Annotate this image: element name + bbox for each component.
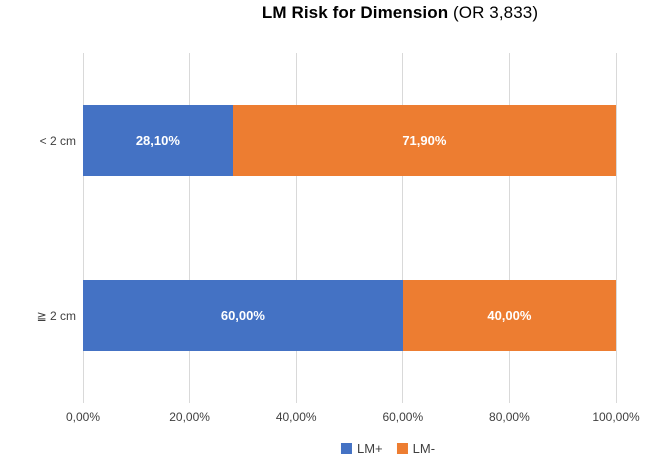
gridline (402, 53, 404, 403)
category-label: < 2 cm (39, 133, 76, 148)
chart-title-suffix: (OR 3,833) (448, 3, 539, 22)
legend-swatch-icon (340, 443, 352, 454)
legend-item-LM-: LM- (396, 441, 436, 456)
gridline (189, 53, 191, 403)
category-label: ≧ 2 cm (36, 308, 76, 323)
x-axis-tick-label: 100,00% (592, 410, 640, 424)
data-label: 60,00% (220, 308, 265, 323)
x-axis-tick-label: 20,00% (169, 410, 210, 424)
legend-label: LM- (412, 441, 436, 456)
legend-swatch-icon (396, 443, 408, 454)
gridline (295, 53, 297, 403)
x-axis-tick-label: 80,00% (489, 410, 530, 424)
legend-label: LM+ (356, 441, 383, 456)
legend: LM+ LM- (340, 441, 436, 456)
bar-segment-LM-: 40,00% (402, 280, 616, 351)
bar-row: 60,00% 40,00% (83, 280, 616, 351)
bar-row: 28,10% 71,90% (83, 105, 616, 176)
gridline (82, 53, 84, 403)
data-label: 40,00% (487, 308, 532, 323)
bar-segment-LM+: 60,00% (83, 280, 403, 351)
x-axis-tick-label: 40,00% (275, 410, 317, 424)
legend-item-LM+: LM+ (340, 441, 383, 456)
x-axis-tick-label: 0,00% (65, 410, 101, 424)
bar-segment-LM+: 28,10% (83, 105, 233, 176)
chart-title: LM Risk for Dimension (OR 3,833) (262, 3, 538, 23)
chart-title-main: LM Risk for Dimension (261, 3, 449, 22)
data-label: 28,10% (135, 133, 180, 148)
plot-area: 28,10% 71,90% 60,00% 40,00% (82, 53, 617, 403)
x-axis-tick-label: 60,00% (382, 410, 424, 424)
data-label: 71,90% (402, 133, 447, 148)
bar-segment-LM-: 71,90% (232, 105, 616, 176)
gridline (615, 53, 617, 403)
gridline (508, 53, 510, 403)
